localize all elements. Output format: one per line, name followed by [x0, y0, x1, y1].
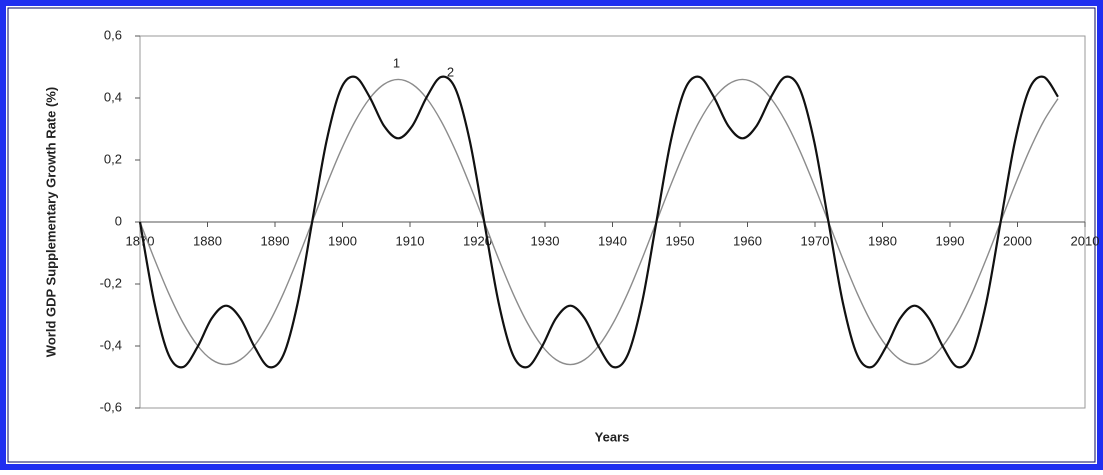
x-tick-label: 1880 [193, 233, 222, 248]
x-tick-label: 2010 [1071, 233, 1100, 248]
y-axis-title: World GDP Supplementary Growth Rate (%) [43, 87, 58, 357]
x-tick-label: 1910 [396, 233, 425, 248]
x-tick-label: 1970 [801, 233, 830, 248]
x-tick-label: 1900 [328, 233, 357, 248]
annotation: 2 [447, 65, 454, 80]
frame-inner [7, 7, 1096, 463]
y-tick-label: -0,4 [100, 337, 122, 352]
y-tick-label: 0 [115, 213, 122, 228]
x-tick-label: 2000 [1003, 233, 1032, 248]
y-tick-label: 0,4 [104, 89, 122, 104]
x-tick-label: 1890 [261, 233, 290, 248]
annotation: 1 [393, 55, 400, 70]
x-tick-label: 1990 [936, 233, 965, 248]
series-line [138, 75, 1059, 369]
y-tick-label: -0,6 [100, 399, 122, 414]
y-tick-label: 0,6 [104, 27, 122, 42]
y-tick-label: -0,2 [100, 275, 122, 290]
x-tick-label: 1870 [126, 233, 155, 248]
y-tick-label: 0,2 [104, 151, 122, 166]
x-tick-label: 1950 [666, 233, 695, 248]
x-tick-label: 1960 [733, 233, 762, 248]
x-tick-label: 1920 [463, 233, 492, 248]
x-tick-label: 1940 [598, 233, 627, 248]
x-tick-label: 1930 [531, 233, 560, 248]
x-tick-label: 1980 [868, 233, 897, 248]
x-axis-title: Years [595, 429, 630, 444]
